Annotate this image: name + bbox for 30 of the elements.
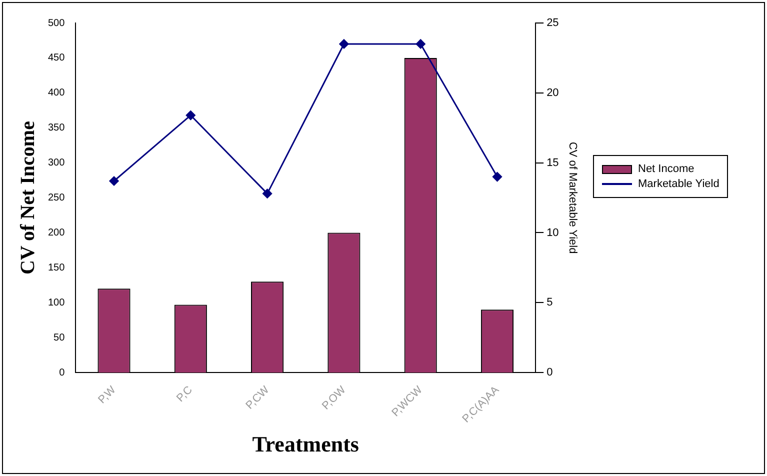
y-tick-label: 300 bbox=[48, 158, 66, 169]
point bbox=[416, 39, 426, 49]
x-axis-title: Treatments bbox=[252, 431, 360, 456]
point bbox=[492, 172, 502, 182]
y-tick-label: 0 bbox=[59, 367, 66, 378]
y2-tick-label: 15 bbox=[546, 156, 559, 169]
point bbox=[339, 39, 349, 49]
y-tick-label: 50 bbox=[54, 332, 66, 344]
point bbox=[186, 110, 196, 120]
y2-axis-title: CV of Marketable Yield bbox=[566, 142, 578, 254]
y2-tick-label: 25 bbox=[546, 17, 559, 30]
y-tick-label: 100 bbox=[48, 297, 66, 308]
y-tick-label: 250 bbox=[48, 192, 66, 204]
y2-tick-label: 0 bbox=[546, 366, 553, 379]
y-axis-title: CV of Net Income bbox=[17, 120, 40, 275]
y-tick-label: 150 bbox=[48, 262, 66, 274]
y-tick-label: 350 bbox=[48, 122, 66, 134]
point bbox=[262, 188, 272, 198]
y2-tick-label: 10 bbox=[546, 226, 559, 239]
y-tick-label: 450 bbox=[48, 52, 66, 64]
y2-tick-label: 5 bbox=[546, 296, 553, 309]
point bbox=[109, 176, 119, 186]
legend-label: Marketable Yield bbox=[638, 178, 720, 190]
x-tick-label: P,W bbox=[96, 384, 119, 406]
legend-label: Net Income bbox=[638, 163, 694, 175]
y2-tick-label: 20 bbox=[546, 86, 559, 99]
x-tick-label: P,C bbox=[174, 384, 195, 404]
y-tick-label: 400 bbox=[48, 88, 66, 99]
y-tick-label: 200 bbox=[48, 227, 66, 238]
y-tick-label: 500 bbox=[48, 18, 66, 29]
